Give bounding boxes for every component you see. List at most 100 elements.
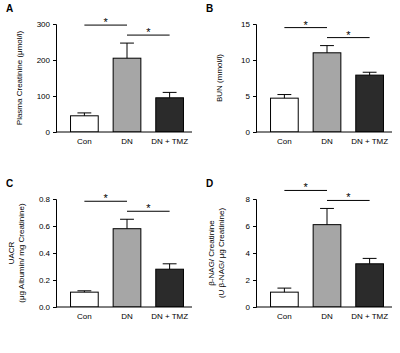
significance-label: *	[304, 19, 309, 31]
tick: 15	[241, 20, 256, 29]
tick-mark	[253, 24, 256, 25]
tick: 2	[246, 276, 256, 285]
tick-mark	[253, 307, 256, 308]
error-bar	[363, 72, 377, 75]
significance-label: *	[104, 16, 109, 28]
panel: D02468ConDNDN + TMZβ-NAG/ Creatinine(U β…	[206, 178, 392, 321]
tick: DN + TMZ	[351, 307, 388, 321]
tick-mark	[53, 132, 56, 133]
figure: A0100200300ConDNDN + TMZPlasma Creatinin…	[0, 0, 400, 353]
bar	[356, 264, 384, 307]
y-axis: 0 5 10 15	[241, 20, 256, 137]
panel-label: D	[206, 178, 213, 189]
tick: 6	[246, 222, 256, 231]
tick: Con	[277, 132, 292, 146]
tick-label: Con	[77, 137, 92, 146]
error-bar	[320, 208, 334, 224]
axis-line	[56, 307, 192, 308]
x-axis: Con DN DN + TMZ	[56, 132, 192, 146]
plot-area	[271, 46, 384, 132]
axis-title: β-NAG/ Creatinine	[207, 220, 216, 286]
error-bar	[320, 46, 334, 53]
tick: 0.0	[39, 303, 56, 312]
tick-label: 0.6	[39, 222, 51, 231]
tick-mark	[253, 199, 256, 200]
error-bar	[77, 291, 91, 292]
tick-label: Con	[277, 137, 292, 146]
tick-mark	[53, 199, 56, 200]
tick-label: DN	[321, 312, 333, 321]
tick: DN	[321, 307, 333, 321]
tick: DN + TMZ	[151, 132, 188, 146]
panel-label: A	[6, 3, 13, 14]
tick: DN + TMZ	[151, 307, 188, 321]
axis-line	[253, 25, 257, 133]
tick-label: 100	[37, 92, 51, 101]
y-axis: 0.00.20.40.60.8	[39, 195, 57, 312]
axis-title: (U β-NAG/ μg Creatinine)	[217, 208, 226, 298]
plot-area	[271, 208, 384, 307]
tick-label: 300	[37, 20, 51, 29]
tick: DN + TMZ	[351, 132, 388, 146]
tick: Con	[77, 132, 92, 146]
tick-label: 0.2	[39, 276, 51, 285]
tick: 200	[37, 56, 56, 65]
tick-label: 5	[246, 92, 251, 101]
tick-label: Con	[277, 312, 292, 321]
bar	[71, 116, 99, 132]
axis-line	[253, 200, 257, 308]
x-axis: Con DN DN + TMZ	[256, 307, 392, 321]
tick-mark	[53, 253, 56, 254]
axis-title: UACR	[7, 241, 16, 264]
error-bar	[120, 219, 134, 228]
tick-label: DN + TMZ	[351, 137, 388, 146]
error-bar	[163, 92, 177, 97]
x-axis: ConDNDN + TMZ	[256, 132, 392, 146]
tick-label: 10	[241, 56, 250, 65]
error-bar	[277, 95, 291, 99]
tick-label: 8	[246, 195, 251, 204]
error-bar	[77, 113, 91, 116]
significance-label: *	[346, 191, 351, 203]
tick-mark	[53, 226, 56, 227]
significance-label: *	[346, 29, 351, 41]
tick-label: 4	[246, 249, 251, 258]
tick-mark	[53, 96, 56, 97]
axis-line	[53, 200, 57, 308]
panel-label: C	[6, 178, 13, 189]
plot-area	[71, 219, 184, 307]
tick: 8	[246, 195, 256, 204]
tick-label: 6	[246, 222, 251, 231]
tick-label: DN + TMZ	[351, 312, 388, 321]
bar	[156, 98, 184, 132]
tick: DN	[121, 307, 133, 321]
panel-label: B	[206, 3, 213, 14]
bar	[356, 75, 384, 132]
tick-label: DN	[121, 312, 133, 321]
tick-mark	[53, 24, 56, 25]
axis-line	[56, 132, 192, 133]
tick: Con	[77, 307, 92, 321]
tick: 100	[37, 92, 56, 101]
tick: 10	[241, 56, 256, 65]
panel: C0.00.20.40.60.8ConDNDN + TMZUACR(μg Alb…	[6, 178, 192, 321]
tick-mark	[253, 280, 256, 281]
tick-label: 15	[241, 20, 250, 29]
tick-label: 2	[246, 276, 251, 285]
y-axis: 0100200300	[37, 20, 57, 137]
axis-title: BUN (mmol/l)	[215, 54, 224, 102]
tick-mark	[253, 226, 256, 227]
tick-label: Con	[77, 312, 92, 321]
axis-line	[256, 307, 392, 308]
tick-label: DN + TMZ	[151, 312, 188, 321]
tick-mark	[53, 280, 56, 281]
tick-mark	[253, 253, 256, 254]
tick: 0.4	[39, 249, 56, 258]
error-bar	[277, 288, 291, 292]
tick-label: DN	[121, 137, 133, 146]
tick: 5	[246, 92, 256, 101]
tick: DN	[121, 132, 133, 146]
tick-label: DN + TMZ	[151, 137, 188, 146]
tick-label: 0	[246, 128, 251, 137]
tick: 4	[246, 249, 256, 258]
